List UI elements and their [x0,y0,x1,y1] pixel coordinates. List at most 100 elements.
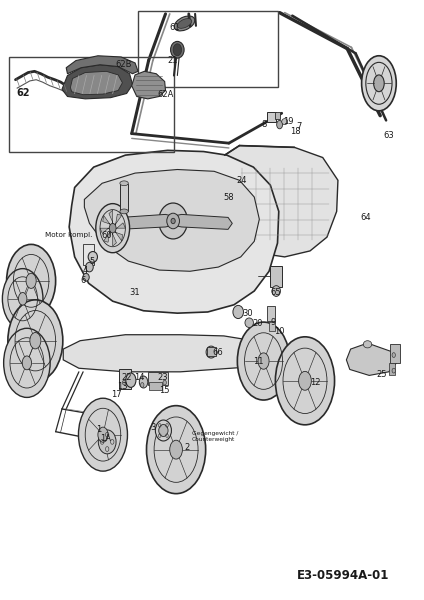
Polygon shape [225,146,338,257]
Text: 62: 62 [17,88,30,98]
Text: 66: 66 [212,347,223,356]
Circle shape [163,380,166,385]
Text: 22: 22 [121,373,131,382]
Ellipse shape [298,371,311,390]
Text: 4: 4 [83,266,88,275]
Ellipse shape [233,305,243,319]
Text: 20: 20 [252,319,262,328]
Text: 24: 24 [237,176,247,185]
Text: 1A: 1A [100,434,111,443]
Text: Motor kompl.: Motor kompl. [45,232,92,238]
Text: 12: 12 [310,378,321,387]
Ellipse shape [174,16,195,31]
Ellipse shape [8,300,63,382]
Ellipse shape [139,376,148,388]
Ellipse shape [170,440,182,459]
Text: 7: 7 [296,122,302,131]
Bar [119,370,131,389]
Text: 25: 25 [376,370,386,379]
Ellipse shape [98,430,116,454]
Bar [389,364,396,376]
Ellipse shape [88,251,98,262]
Polygon shape [84,170,259,271]
Text: 62B: 62B [116,60,132,69]
Polygon shape [69,151,279,313]
Circle shape [276,121,282,129]
Bar [83,244,94,265]
Bar [269,322,276,331]
Polygon shape [103,215,113,228]
Ellipse shape [19,293,27,305]
Text: 19: 19 [283,117,293,126]
Polygon shape [63,335,266,372]
Ellipse shape [7,244,56,317]
Ellipse shape [22,356,31,370]
Ellipse shape [159,425,168,436]
Ellipse shape [86,262,93,272]
Ellipse shape [362,56,396,111]
Polygon shape [104,228,113,242]
Ellipse shape [171,218,175,224]
Ellipse shape [272,286,280,296]
Bar [267,112,276,122]
Bar [267,306,275,321]
Text: 60: 60 [101,231,112,240]
Ellipse shape [109,223,116,233]
Circle shape [141,383,144,388]
Text: 11: 11 [254,356,264,365]
Text: 9: 9 [271,317,276,326]
Ellipse shape [282,119,287,125]
Ellipse shape [3,269,43,329]
Polygon shape [113,228,117,246]
Ellipse shape [363,341,372,348]
Polygon shape [113,214,122,228]
Text: 18: 18 [290,127,301,136]
Ellipse shape [26,274,36,289]
Bar [207,347,216,356]
Bar [138,11,277,88]
Polygon shape [109,210,113,228]
Polygon shape [100,228,113,233]
Text: 23: 23 [157,373,167,382]
Polygon shape [114,214,232,229]
Bar [275,112,280,119]
Text: E3-05994A-01: E3-05994A-01 [296,569,389,582]
Circle shape [173,44,181,56]
Text: 1: 1 [96,425,101,434]
Polygon shape [66,56,138,74]
Circle shape [392,368,396,373]
Bar [391,344,400,364]
Circle shape [392,353,396,358]
Ellipse shape [374,75,384,92]
Ellipse shape [276,337,335,425]
Text: 14: 14 [134,373,144,382]
Bar [271,266,282,287]
Text: 13: 13 [117,382,128,391]
Text: 10: 10 [275,326,285,335]
Ellipse shape [245,318,254,328]
Text: 31: 31 [130,288,140,297]
Ellipse shape [120,181,128,185]
Text: 3: 3 [151,423,156,432]
Text: 30: 30 [243,309,253,318]
Ellipse shape [30,332,41,349]
Text: 17: 17 [112,390,122,399]
Text: 61: 61 [170,23,180,32]
Polygon shape [62,65,133,99]
Text: 15: 15 [159,386,170,395]
Ellipse shape [147,406,206,494]
Polygon shape [70,71,123,95]
Ellipse shape [120,209,128,214]
Ellipse shape [258,353,269,369]
Ellipse shape [83,274,89,281]
Text: Gegengewicht /
Counterweight: Gegengewicht / Counterweight [192,431,238,442]
Text: 58: 58 [224,193,234,202]
Polygon shape [113,223,126,228]
Ellipse shape [237,322,290,400]
Ellipse shape [98,427,108,442]
Text: 64: 64 [361,213,371,222]
Ellipse shape [96,203,130,253]
Polygon shape [346,343,397,376]
Text: 21: 21 [167,56,178,65]
Polygon shape [113,228,123,241]
